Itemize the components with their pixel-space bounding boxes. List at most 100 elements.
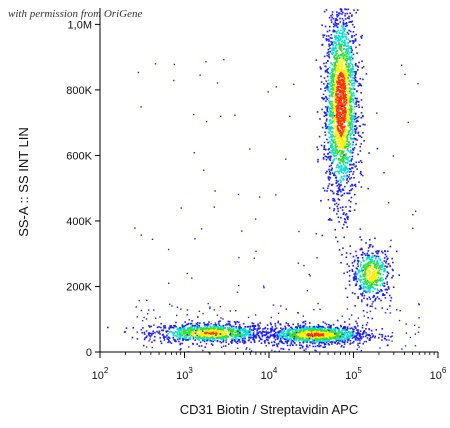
data-point xyxy=(328,35,330,37)
data-point xyxy=(321,108,323,111)
data-point xyxy=(210,340,213,342)
data-point xyxy=(341,194,344,196)
data-point xyxy=(350,120,353,122)
data-point xyxy=(243,336,246,339)
data-point xyxy=(208,321,210,323)
data-point xyxy=(307,346,309,348)
data-point xyxy=(223,336,226,339)
data-point xyxy=(338,39,341,42)
data-point xyxy=(342,79,345,82)
data-point xyxy=(320,333,323,335)
data-point xyxy=(226,330,228,333)
data-point xyxy=(224,327,226,329)
data-point xyxy=(367,247,370,249)
data-point xyxy=(323,145,326,147)
data-point xyxy=(328,148,330,150)
data-point xyxy=(309,275,311,277)
data-point xyxy=(224,324,227,326)
data-point xyxy=(186,323,188,326)
data-point xyxy=(342,94,345,97)
data-point xyxy=(335,57,338,60)
data-point xyxy=(322,346,325,349)
data-point xyxy=(342,92,345,95)
data-point xyxy=(347,116,350,119)
data-point xyxy=(337,124,340,127)
data-point xyxy=(343,140,346,142)
data-point xyxy=(377,255,380,258)
data-point xyxy=(296,330,298,333)
data-point xyxy=(344,331,347,334)
data-point xyxy=(308,337,311,339)
data-point xyxy=(292,332,295,334)
data-point xyxy=(336,205,339,208)
data-point xyxy=(376,296,379,298)
data-point xyxy=(356,100,359,103)
data-point xyxy=(337,123,340,126)
data-point xyxy=(418,317,420,319)
data-point xyxy=(340,35,343,38)
data-point xyxy=(341,158,343,161)
data-point xyxy=(328,120,331,123)
data-point xyxy=(227,328,230,330)
data-point xyxy=(205,61,207,63)
data-point xyxy=(321,336,323,339)
data-point xyxy=(376,279,379,282)
data-point xyxy=(335,135,338,137)
data-point xyxy=(346,329,348,331)
data-point xyxy=(332,95,334,98)
data-point xyxy=(337,333,340,335)
data-point xyxy=(186,338,189,341)
data-point xyxy=(345,83,347,86)
data-point xyxy=(183,336,186,338)
data-point xyxy=(342,27,345,30)
data-point xyxy=(332,91,334,94)
data-point xyxy=(251,322,254,324)
data-point xyxy=(344,67,347,69)
data-point xyxy=(217,333,220,336)
data-point xyxy=(330,125,333,128)
data-point xyxy=(194,334,197,337)
data-point xyxy=(243,333,246,336)
data-point xyxy=(346,336,349,339)
data-point xyxy=(343,30,346,32)
data-point xyxy=(381,339,383,341)
data-point xyxy=(225,333,228,335)
data-point xyxy=(196,326,198,328)
data-point xyxy=(347,335,350,337)
data-point xyxy=(347,79,349,81)
data-point xyxy=(211,337,214,340)
data-point xyxy=(330,80,333,83)
data-point xyxy=(266,324,269,326)
data-point xyxy=(379,264,382,267)
data-point xyxy=(344,161,347,164)
data-point xyxy=(269,322,272,324)
data-point xyxy=(192,338,194,340)
data-point xyxy=(321,330,324,332)
data-point xyxy=(294,328,297,331)
data-point xyxy=(290,339,293,341)
data-point xyxy=(335,98,337,101)
data-point xyxy=(352,98,355,101)
data-point xyxy=(354,113,357,115)
data-point xyxy=(330,14,332,17)
data-point xyxy=(207,330,209,332)
data-point xyxy=(339,168,342,170)
data-point xyxy=(342,158,345,161)
data-point xyxy=(293,334,295,336)
data-point xyxy=(346,332,349,334)
data-point xyxy=(257,323,259,326)
data-point xyxy=(150,334,153,336)
data-point xyxy=(288,331,290,333)
data-point xyxy=(350,74,352,77)
data-point xyxy=(324,339,326,342)
data-point xyxy=(233,327,235,330)
data-point xyxy=(333,62,336,64)
data-point xyxy=(186,329,189,331)
data-point xyxy=(318,345,320,347)
data-point xyxy=(257,327,260,329)
data-point xyxy=(332,52,334,54)
data-point xyxy=(364,286,367,288)
data-point xyxy=(342,223,345,226)
data-point xyxy=(339,136,341,138)
data-point xyxy=(170,330,173,333)
